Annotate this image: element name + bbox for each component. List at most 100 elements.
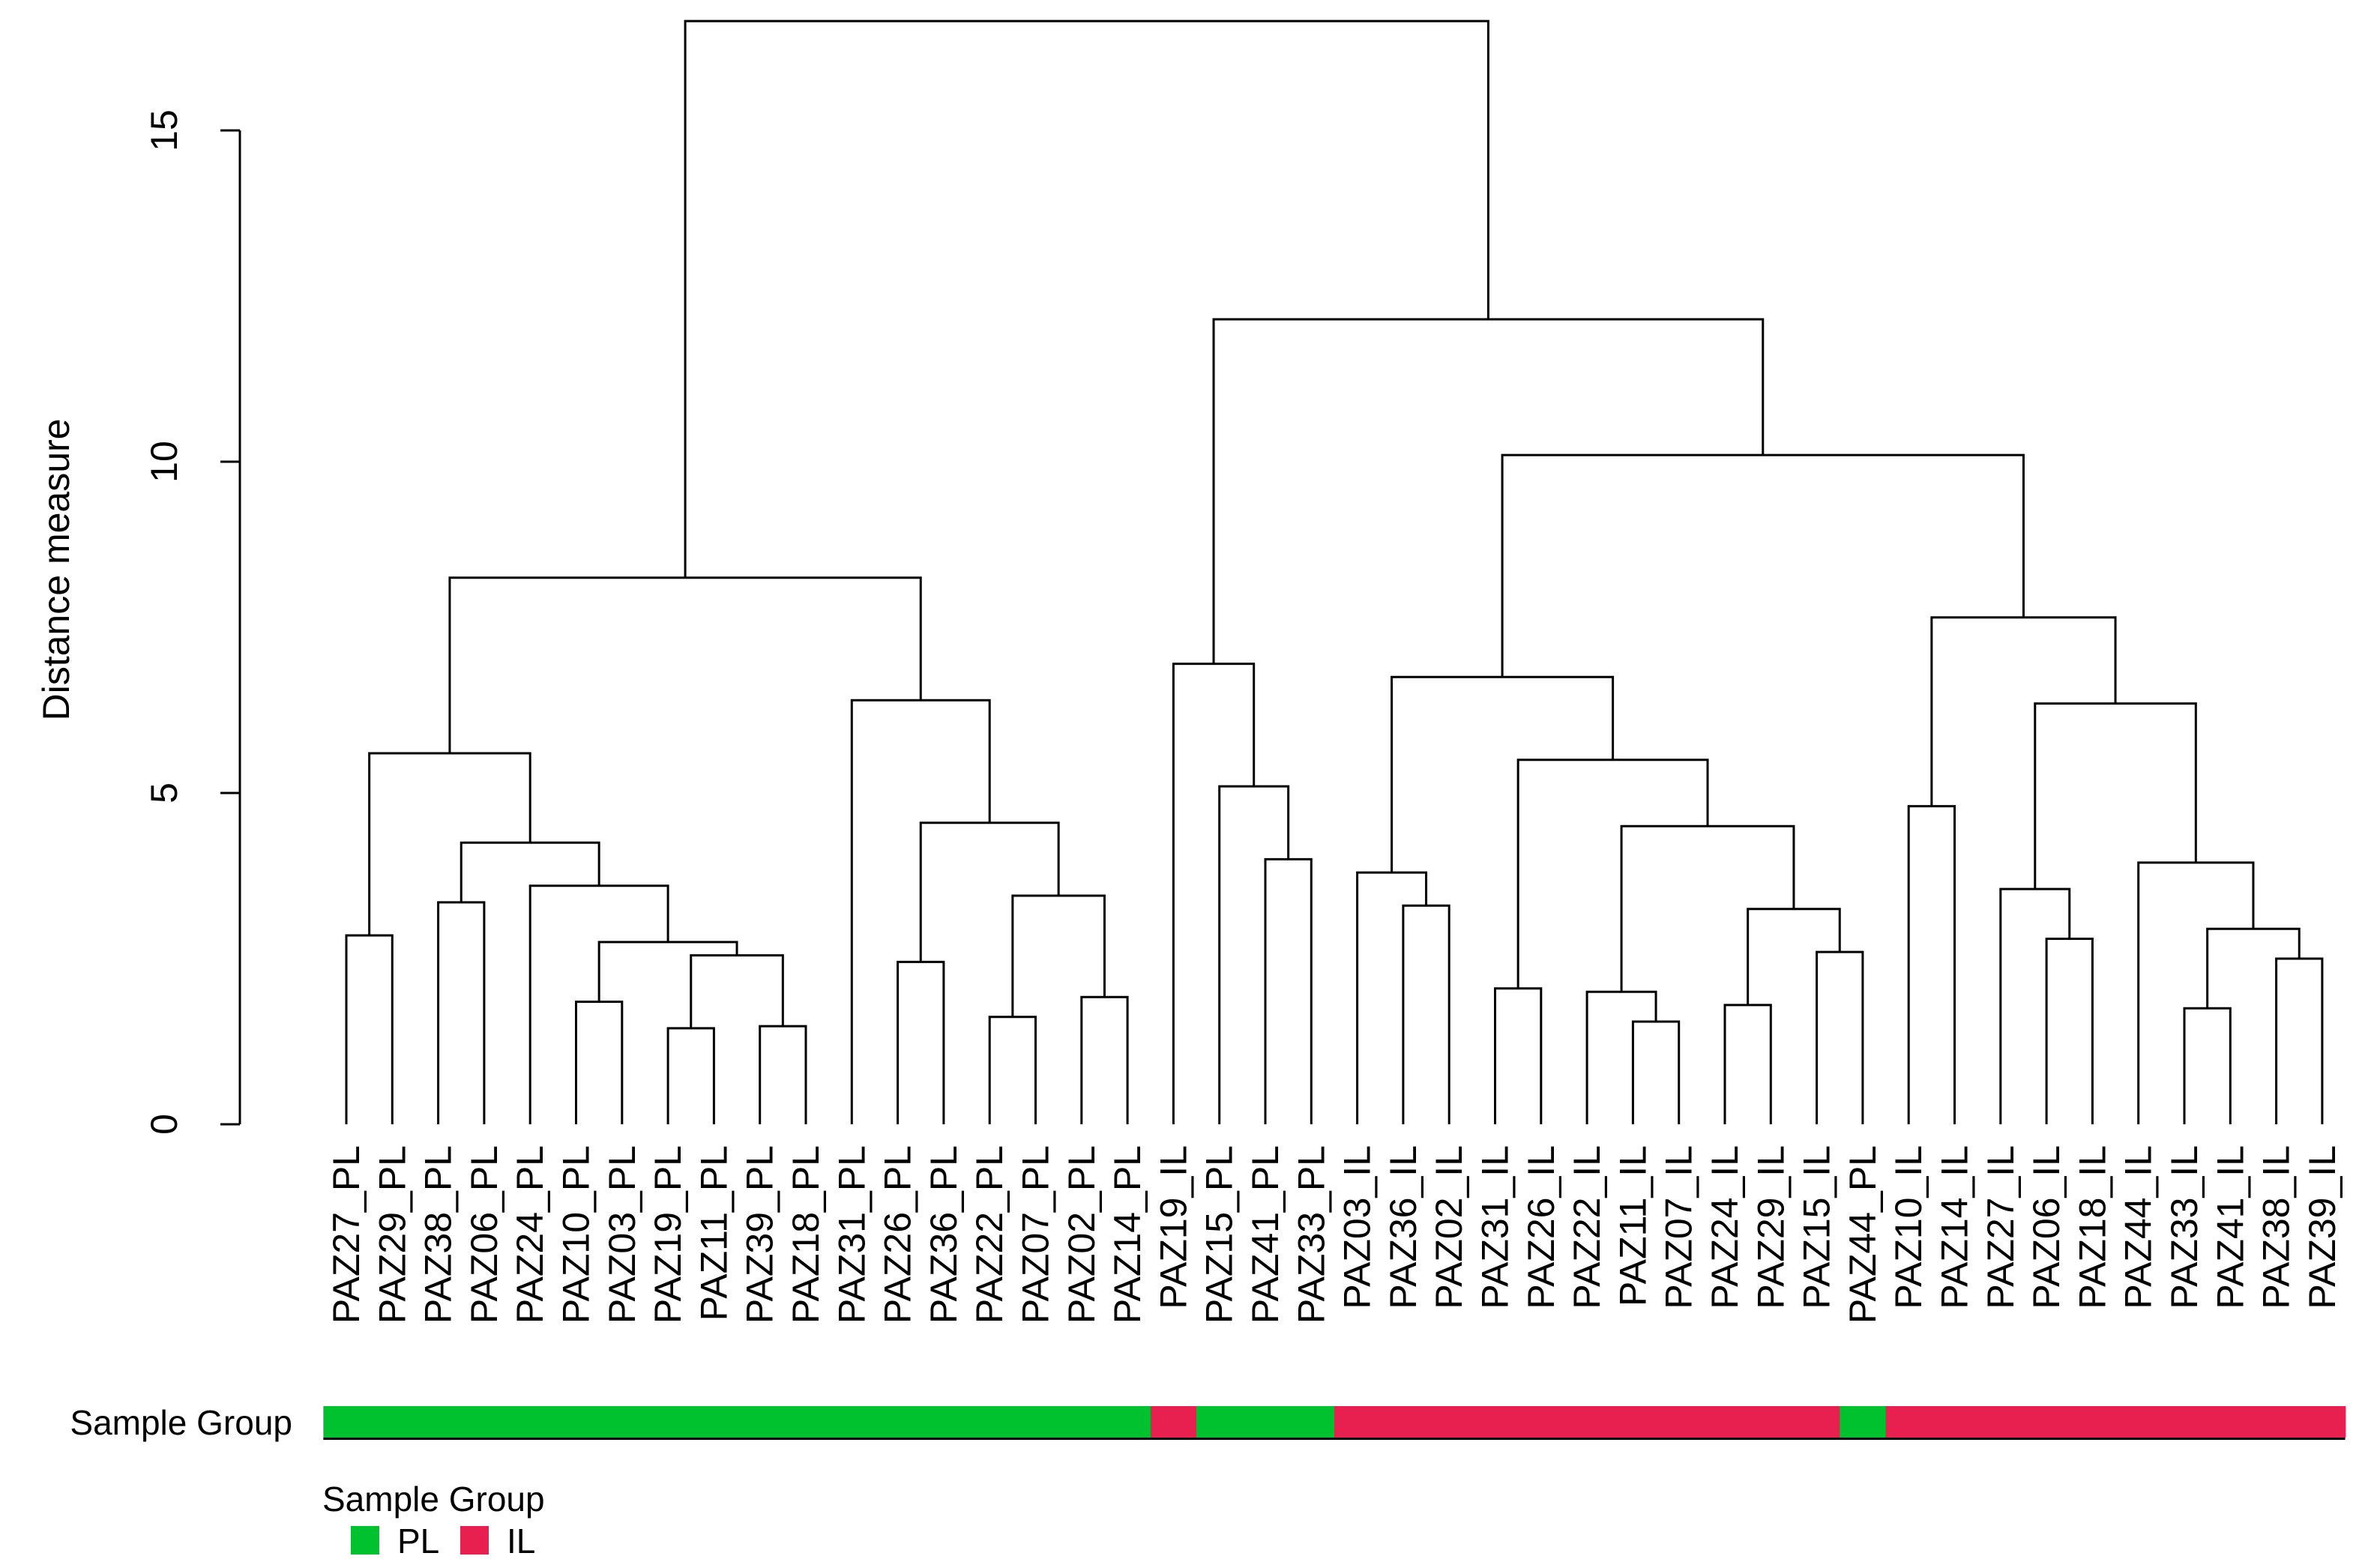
group-cell xyxy=(461,1406,508,1438)
group-cell xyxy=(1518,1406,1565,1438)
group-cell xyxy=(2299,1406,2346,1438)
group-cell xyxy=(323,1406,370,1438)
group-cell xyxy=(690,1406,738,1438)
y-tick-label: 0 xyxy=(143,1114,185,1135)
leaf-label: PAZ11_IL xyxy=(1612,1145,1654,1306)
y-tick-label: 15 xyxy=(143,109,185,151)
dendrogram-link-m40 xyxy=(1930,616,2117,806)
group-cell xyxy=(1656,1406,1702,1438)
leaf-label: PAZ14_PL xyxy=(1106,1145,1148,1324)
y-tick-label: 10 xyxy=(143,441,185,483)
dendrogram-link-m17 xyxy=(448,576,922,753)
leaf-label: PAZ38_IL xyxy=(2256,1145,2298,1309)
legend-swatch-il xyxy=(460,1526,489,1555)
leaf-label: PAZ02_PL xyxy=(1061,1145,1103,1324)
leaf-label: PAZ07_IL xyxy=(1658,1145,1700,1309)
leaf-label: PAZ18_IL xyxy=(2071,1145,2113,1309)
group-cell xyxy=(2115,1406,2162,1438)
dendrogram-link-m3 xyxy=(575,1000,624,1124)
dendrogram-link-m5 xyxy=(759,1025,807,1124)
dendrogram-link-m21 xyxy=(1402,904,1450,1124)
dendrogram-link-m18 xyxy=(1264,857,1313,1124)
dendrogram-link-m30 xyxy=(1516,759,1709,989)
legend-title: Sample Group xyxy=(322,1480,545,1519)
dendrogram-link-m23 xyxy=(1494,987,1543,1124)
dendrogram-link-m33 xyxy=(2045,937,2094,1124)
group-cell xyxy=(2161,1406,2208,1438)
leaf-labels: PAZ27_PL PAZ29_PL PAZ38_PL PAZ06_PL PAZ24_PL… xyxy=(325,1145,2343,1324)
group-cell xyxy=(369,1406,416,1438)
leaf-label: PAZ39_IL xyxy=(2301,1145,2343,1309)
dendrogram-link-m39 xyxy=(2034,702,2197,890)
group-cell xyxy=(1840,1406,1887,1438)
dendrogram-link-m4 xyxy=(666,1027,715,1124)
group-cell xyxy=(2253,1406,2300,1438)
dendrogram-link-m32 xyxy=(1907,805,1956,1124)
legend-swatch-pl xyxy=(351,1526,379,1555)
group-cell xyxy=(1150,1406,1197,1438)
dendrogram-link-m2 xyxy=(437,901,486,1124)
leaf-label: PAZ03_IL xyxy=(1337,1145,1379,1309)
group-cell xyxy=(1104,1406,1151,1438)
group-cell xyxy=(828,1406,876,1438)
group-cell xyxy=(1793,1406,1840,1438)
group-cell xyxy=(874,1406,921,1438)
group-cell xyxy=(2023,1406,2070,1438)
group-cell xyxy=(507,1406,554,1438)
dendrogram-link-m28 xyxy=(1747,908,1841,1005)
group-cell xyxy=(1058,1406,1106,1438)
dendrogram-link-m20 xyxy=(1172,663,1256,1124)
leaf-label: PAZ26_IL xyxy=(1520,1145,1562,1309)
leaf-label: PAZ24_PL xyxy=(509,1145,551,1324)
dendrogram-link-m11 xyxy=(897,960,945,1124)
leaf-label: PAZ41_PL xyxy=(1244,1145,1286,1324)
dendrogram-link-m1 xyxy=(345,934,394,1124)
dendrogram-link-m10 xyxy=(368,752,531,936)
group-cell xyxy=(415,1406,462,1438)
dendrogram-link-m12 xyxy=(988,1016,1037,1124)
group-cell xyxy=(1702,1406,1749,1438)
group-cell xyxy=(921,1406,968,1438)
leaf-label: PAZ36_PL xyxy=(923,1145,965,1324)
group-cell xyxy=(1471,1406,1519,1438)
leaf-label: PAZ24_IL xyxy=(1704,1145,1746,1309)
legend: Sample Group PL IL xyxy=(322,1480,545,1561)
leaf-label: PAZ06_PL xyxy=(463,1145,505,1324)
leaf-label: PAZ19_PL xyxy=(647,1145,689,1324)
dendrogram-link-m24 xyxy=(1631,1020,1681,1124)
leaf-label: PAZ11_PL xyxy=(693,1145,735,1321)
leaf-label: PAZ31_IL xyxy=(1474,1145,1516,1309)
group-cell xyxy=(783,1406,830,1438)
leaf-label: PAZ14_IL xyxy=(1934,1145,1976,1309)
dendrogram-link-m43 xyxy=(684,19,1489,578)
leaf-label: PAZ15_IL xyxy=(1796,1145,1838,1309)
leaf-label: PAZ38_PL xyxy=(418,1145,460,1324)
leaf-label: PAZ22_IL xyxy=(1566,1145,1608,1309)
leaf-label: PAZ33_PL xyxy=(1290,1145,1332,1324)
leaf-label: PAZ07_PL xyxy=(1015,1145,1057,1324)
leaf-label: PAZ10_PL xyxy=(555,1145,597,1324)
dendrogram-link-m19 xyxy=(1218,785,1290,1124)
group-cell xyxy=(1196,1406,1243,1438)
leaf-label: PAZ29_IL xyxy=(1750,1145,1792,1309)
leaf-label: PAZ39_PL xyxy=(739,1145,781,1324)
sample-group-bar xyxy=(323,1406,2346,1440)
dendrogram-link-m14 xyxy=(1011,894,1106,1017)
leaf-label: PAZ03_PL xyxy=(601,1145,643,1324)
dendrogram-link-m26 xyxy=(1723,1004,1772,1124)
group-cell xyxy=(645,1406,692,1438)
group-cell xyxy=(1609,1406,1657,1438)
dendrogram-link-m42 xyxy=(1212,318,1765,664)
dendrogram-link-m36 xyxy=(2275,957,2324,1124)
dendrogram-links xyxy=(345,19,2324,1124)
group-cell xyxy=(2207,1406,2254,1438)
dendrogram-link-m7 xyxy=(597,941,738,1002)
leaf-label: PAZ27_IL xyxy=(1980,1145,2022,1309)
leaf-label: PAZ19_IL xyxy=(1152,1145,1194,1309)
group-cell xyxy=(1885,1406,1932,1438)
leaf-label: PAZ22_PL xyxy=(968,1145,1010,1324)
dendrogram-link-m34 xyxy=(1999,887,2071,1124)
group-cell xyxy=(1334,1406,1381,1438)
dendrogram-link-m31 xyxy=(1391,675,1615,873)
